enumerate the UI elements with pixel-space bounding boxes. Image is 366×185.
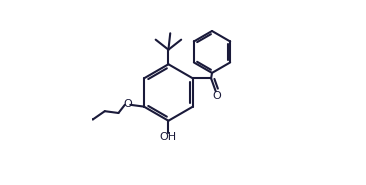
Text: OH: OH [160, 132, 177, 142]
Text: O: O [123, 99, 132, 109]
Text: O: O [212, 91, 221, 101]
